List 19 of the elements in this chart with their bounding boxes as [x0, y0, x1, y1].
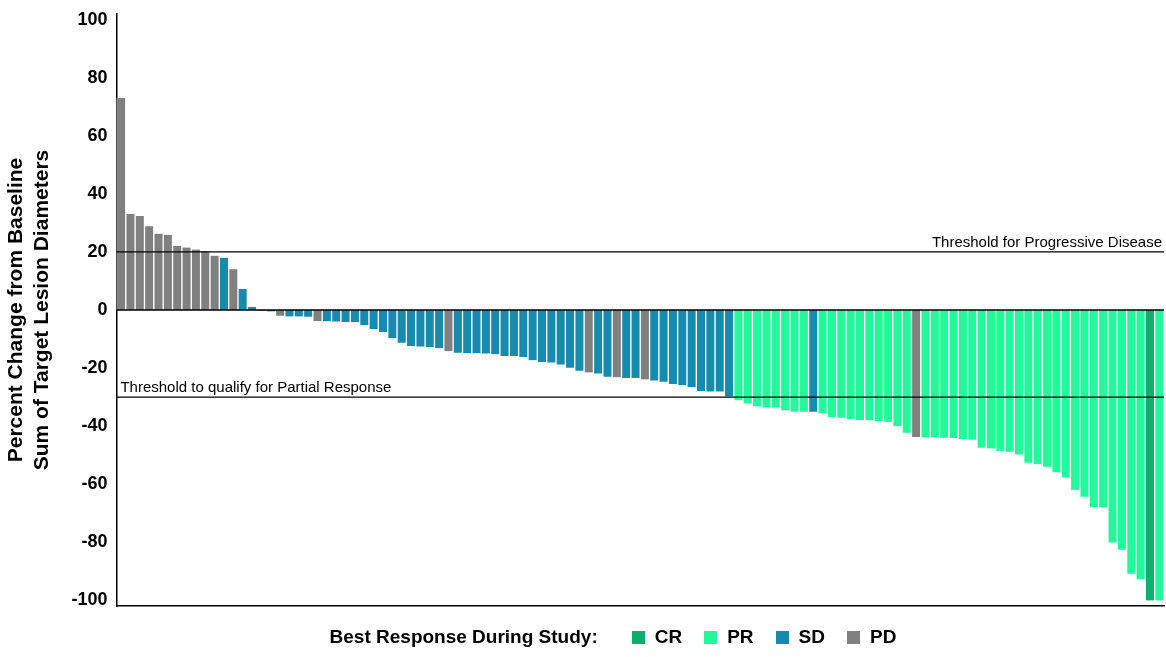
y-axis-title: Percent Change from Baseline Sum of Target Lesion Diameters — [3, 149, 52, 471]
y-tick-label: -20 — [81, 357, 108, 378]
legend-label: PD — [870, 626, 897, 648]
y-tick-label: -40 — [81, 415, 108, 436]
y-tick-label: 80 — [87, 66, 108, 87]
ref-line-label: Threshold to qualify for Partial Response — [120, 377, 392, 395]
legend-label: PR — [727, 626, 754, 648]
legend-label: SD — [798, 626, 825, 648]
ref-line-label: Threshold for Progressive Disease — [931, 232, 1162, 250]
y-tick-label: 40 — [87, 182, 108, 203]
legend-label: CR — [654, 626, 683, 648]
y-tick-label: 0 — [97, 298, 108, 319]
y-tick-label: -60 — [81, 473, 108, 494]
y-tick-label: 100 — [77, 8, 108, 29]
legend-title: Best Response During Study: — [329, 626, 598, 648]
y-tick-label: -100 — [71, 589, 108, 610]
y-tick-label: 60 — [87, 124, 108, 145]
y-tick-label: 20 — [87, 240, 108, 261]
y-tick-label: -80 — [81, 531, 108, 552]
